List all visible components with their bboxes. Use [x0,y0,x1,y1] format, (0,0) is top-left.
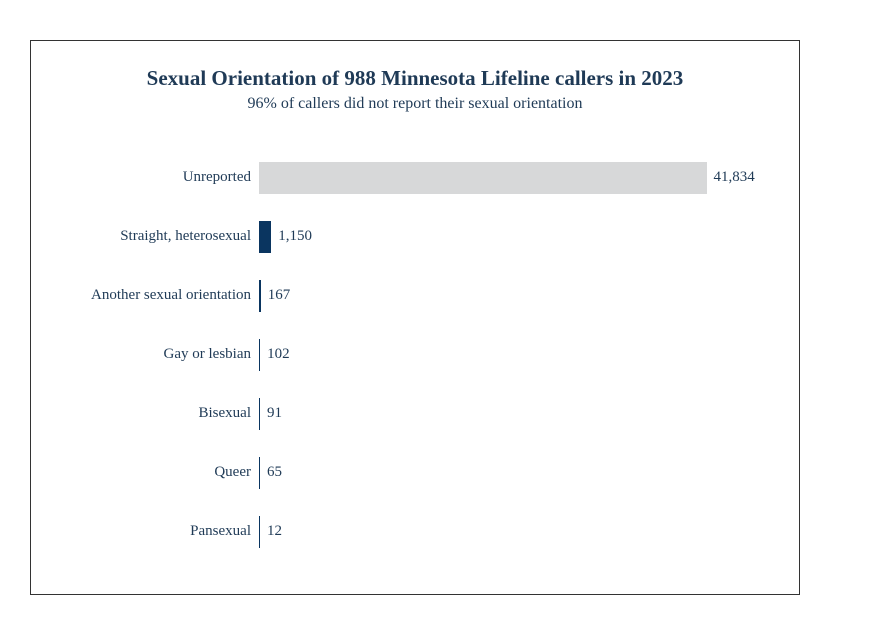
bar-track: 41,834 [259,162,769,194]
row-label: Straight, heterosexual [61,228,259,245]
row-label: Pansexual [61,523,259,540]
bar-value: 65 [260,464,282,481]
bar-value: 91 [260,405,282,422]
chart-title: Sexual Orientation of 988 Minnesota Life… [61,66,769,91]
chart-rows: Unreported 41,834 Straight, heterosexual 1,… [61,148,769,561]
bar-track: 91 [259,398,769,430]
table-row: Another sexual orientation167 [61,266,769,325]
row-label: Queer [61,464,259,481]
bar-track: 102 [259,339,769,371]
bar [259,162,707,194]
bar-value: 41,834 [707,169,755,186]
bar-value: 167 [261,287,291,304]
table-row: Pansexual12 [61,502,769,561]
bar-value: 12 [260,523,282,540]
bar-track: 1,150 [259,221,769,253]
row-label: Another sexual orientation [61,287,259,304]
bar-value: 102 [260,346,290,363]
table-row: Gay or lesbian102 [61,325,769,384]
chart-subtitle: 96% of callers did not report their sexu… [61,95,769,113]
bar-track: 167 [259,280,769,312]
table-row: Unreported 41,834 [61,148,769,207]
bar-value: 1,150 [271,228,312,245]
bar-track: 12 [259,516,769,548]
bar-track: 65 [259,457,769,489]
table-row: Straight, heterosexual 1,150 [61,207,769,266]
row-label: Unreported [61,169,259,186]
table-row: Bisexual91 [61,384,769,443]
chart-frame: Sexual Orientation of 988 Minnesota Life… [30,40,800,595]
row-label: Gay or lesbian [61,346,259,363]
bar [259,221,271,253]
row-label: Bisexual [61,405,259,422]
table-row: Queer65 [61,443,769,502]
